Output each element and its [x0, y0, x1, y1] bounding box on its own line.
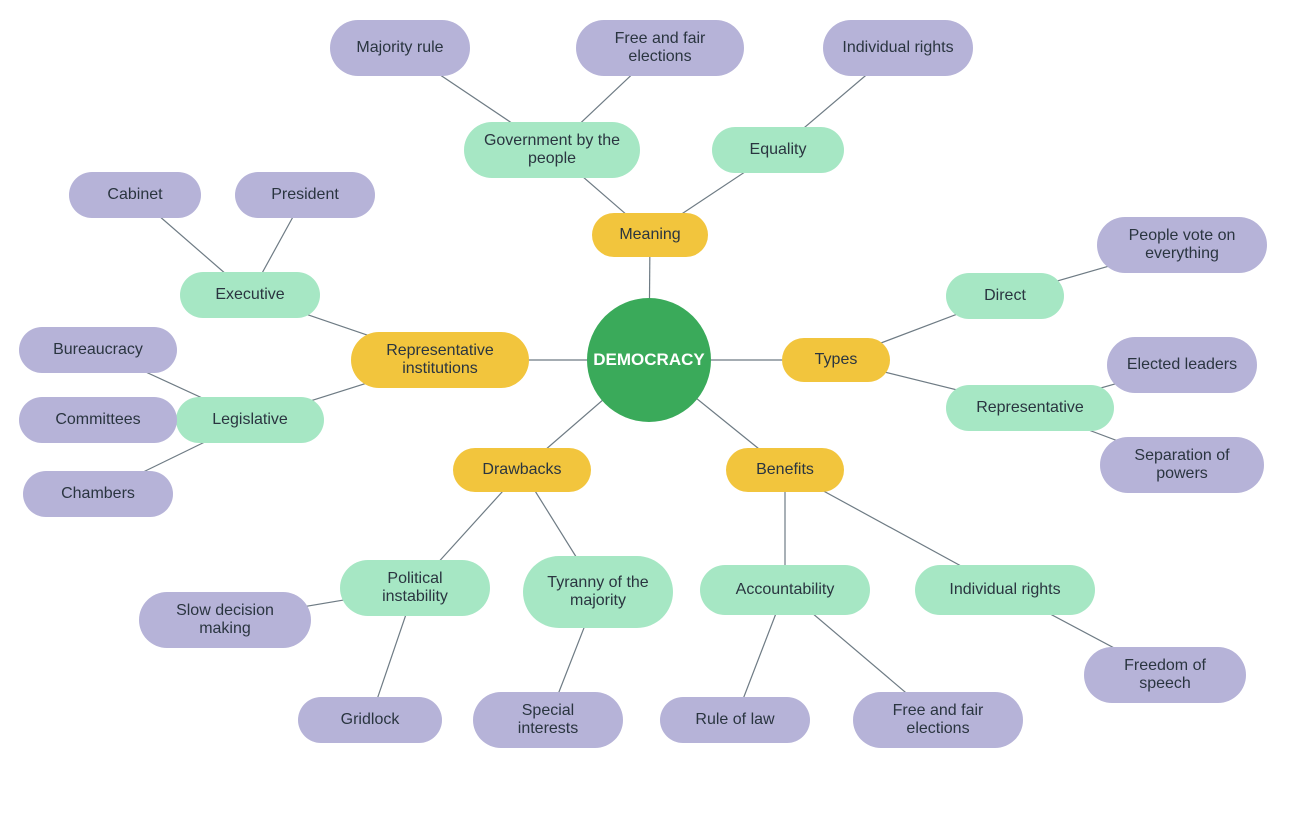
node-meaning: Meaning [592, 213, 708, 257]
node-president: President [235, 172, 375, 218]
node-center: DEMOCRACY [587, 298, 711, 422]
node-tyranny: Tyranny of the majority [523, 556, 673, 628]
node-rule_of_law: Rule of law [660, 697, 810, 743]
node-chambers: Chambers [23, 471, 173, 517]
node-types: Types [782, 338, 890, 382]
node-accountability: Accountability [700, 565, 870, 615]
node-elected_leaders: Elected leaders [1107, 337, 1257, 393]
node-legislative: Legislative [176, 397, 324, 443]
node-cabinet: Cabinet [69, 172, 201, 218]
node-ind_rights_top: Individual rights [823, 20, 973, 76]
node-slow_decision: Slow decision making [139, 592, 311, 648]
node-representative: Representative [946, 385, 1114, 431]
node-free_speech: Freedom of speech [1084, 647, 1246, 703]
node-committees: Committees [19, 397, 177, 443]
node-direct: Direct [946, 273, 1064, 319]
node-pol_instability: Political instability [340, 560, 490, 616]
node-executive: Executive [180, 272, 320, 318]
node-equality: Equality [712, 127, 844, 173]
node-gov_by_people: Government by the people [464, 122, 640, 178]
node-people_vote: People vote on everything [1097, 217, 1267, 273]
node-free_fair_2: Free and fair elections [853, 692, 1023, 748]
node-ind_rights_2: Individual rights [915, 565, 1095, 615]
node-special_int: Special interests [473, 692, 623, 748]
node-bureaucracy: Bureaucracy [19, 327, 177, 373]
node-benefits: Benefits [726, 448, 844, 492]
node-rep_inst: Representative institutions [351, 332, 529, 388]
node-free_fair_1: Free and fair elections [576, 20, 744, 76]
node-gridlock: Gridlock [298, 697, 442, 743]
node-sep_powers: Separation of powers [1100, 437, 1264, 493]
node-majority_rule: Majority rule [330, 20, 470, 76]
node-drawbacks: Drawbacks [453, 448, 591, 492]
